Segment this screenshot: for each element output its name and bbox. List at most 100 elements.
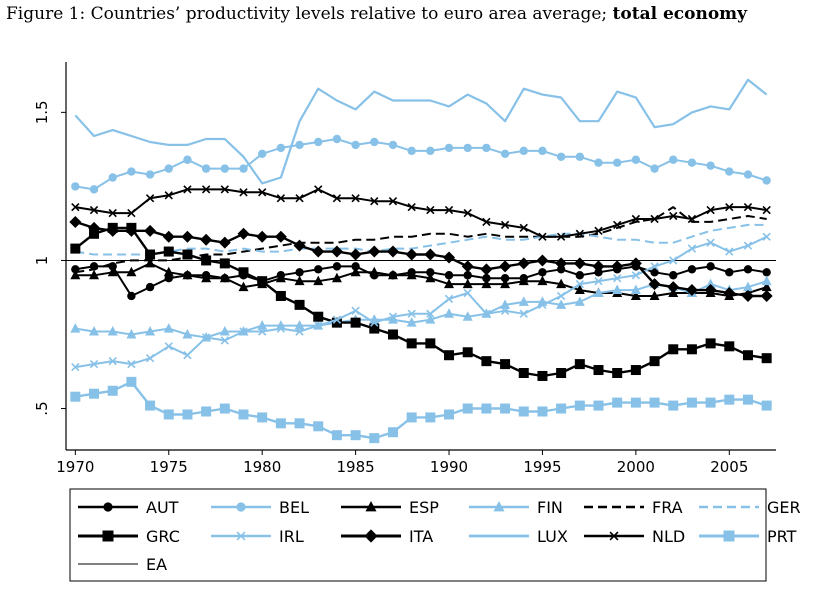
point-grc-1974 — [145, 249, 156, 260]
point-fin-1998 — [593, 287, 604, 298]
point-bel-1986 — [370, 137, 379, 147]
point-grc-1989 — [425, 338, 436, 349]
point-nld-2002 — [669, 211, 678, 221]
point-esp-1991 — [462, 278, 473, 289]
point-esp-1973 — [126, 266, 137, 277]
point-ita-1973 — [125, 224, 138, 237]
point-nld-1984 — [332, 194, 342, 203]
point-ita-1994 — [517, 257, 530, 270]
series-nld — [71, 185, 771, 241]
series-bel — [71, 134, 771, 194]
point-ita-1998 — [592, 260, 605, 273]
legend-item-irl: IRL — [211, 527, 304, 546]
point-aut-2003 — [687, 265, 697, 274]
point-esp-1996 — [556, 278, 567, 289]
legend-item-aut: AUT — [78, 498, 179, 517]
legend-item-fin: FIN — [469, 498, 563, 517]
point-nld-2003 — [687, 214, 697, 224]
point-bel-2002 — [669, 155, 678, 164]
series-esp — [70, 257, 772, 300]
point-nld-1976 — [183, 185, 192, 194]
point-prt-2006 — [742, 394, 753, 405]
point-irl-1992 — [482, 309, 491, 318]
point-bel-2004 — [706, 161, 715, 170]
point-nld-1998 — [594, 226, 603, 235]
point-ita-1996 — [555, 257, 568, 270]
point-aut-1989 — [426, 268, 435, 277]
point-bel-2005 — [725, 167, 734, 176]
point-esp-1972 — [107, 266, 118, 277]
point-irl-1987 — [388, 312, 398, 321]
point-prt-1980 — [257, 412, 268, 423]
point-prt-1998 — [593, 400, 604, 411]
point-bel-2006 — [743, 170, 753, 179]
point-aut-2005 — [725, 268, 734, 277]
point-grc-2005 — [724, 341, 735, 352]
point-bel-1985 — [351, 140, 360, 150]
point-bel-1989 — [426, 146, 435, 156]
point-grc-1992 — [481, 356, 492, 367]
point-aut-1973 — [127, 291, 136, 301]
point-grc-2006 — [742, 350, 753, 361]
legend-box — [69, 488, 767, 582]
point-prt-1987 — [387, 427, 398, 438]
point-aut-1993 — [500, 274, 510, 283]
y-tick-label-.5: .5 — [33, 401, 51, 415]
point-grc-2007 — [761, 353, 772, 364]
point-bel-1980 — [257, 149, 267, 159]
point-grc-1985 — [350, 317, 361, 328]
point-nld-1971 — [89, 205, 99, 215]
legend-item-ger: GER — [699, 498, 801, 517]
point-nld-2000 — [631, 214, 641, 224]
point-aut-1995 — [538, 268, 547, 277]
point-esp-1993 — [500, 278, 511, 289]
legend-label-irl: IRL — [279, 527, 304, 546]
point-prt-1995 — [537, 406, 548, 417]
legend-item-lux: LUX — [469, 527, 568, 546]
point-ita-1990 — [443, 251, 456, 264]
point-prt-1975 — [163, 409, 174, 420]
point-ita-1970 — [69, 215, 82, 228]
point-esp-2001 — [649, 290, 660, 300]
point-esp-1995 — [537, 275, 548, 286]
point-ita-1986 — [368, 245, 381, 258]
point-prt-2004 — [705, 397, 716, 408]
point-prt-1999 — [612, 397, 623, 408]
point-prt-1981 — [275, 418, 286, 429]
point-grc-2003 — [686, 344, 697, 355]
point-nld-1972 — [108, 208, 117, 218]
legend-marker-prt — [723, 530, 735, 542]
point-irl-2003 — [687, 244, 697, 253]
point-ita-1982 — [293, 239, 306, 252]
y-tick-label-1: 1 — [33, 256, 51, 266]
point-ita-2004 — [704, 284, 717, 297]
point-irl-1983 — [314, 321, 323, 330]
point-ita-1983 — [312, 245, 325, 258]
point-nld-1981 — [276, 194, 286, 203]
point-fin-1981 — [275, 320, 286, 330]
legend-marker-aut — [103, 502, 113, 512]
point-grc-2000 — [630, 365, 641, 376]
point-prt-1979 — [238, 409, 249, 420]
x-tick-label-2005: 2005 — [710, 458, 748, 476]
point-prt-1992 — [481, 403, 492, 414]
point-irl-1982 — [295, 327, 304, 336]
legend-label-bel: BEL — [279, 498, 309, 517]
series-line-lux — [74, 78, 768, 185]
point-bel-1987 — [388, 140, 398, 150]
legend-label-aut: AUT — [146, 498, 179, 517]
point-nld-1977 — [201, 185, 211, 194]
legend-item-ita: ITA — [341, 527, 433, 546]
legend: AUT BEL ESP FIN FRA GER GRC IRL ITA LUX NLD PRT EA — [69, 488, 801, 582]
legend-item-fra: FRA — [584, 498, 683, 517]
point-bel-2007 — [762, 176, 771, 185]
legend-label-ea: EA — [146, 555, 167, 574]
point-ita-1997 — [573, 257, 586, 270]
point-ita-1987 — [386, 245, 399, 258]
point-prt-2003 — [686, 397, 697, 408]
point-bel-1999 — [612, 158, 622, 167]
point-esp-1986 — [369, 266, 380, 277]
point-fin-1978 — [219, 326, 230, 336]
x-tick-label-2000: 2000 — [617, 458, 655, 476]
point-irl-1986 — [370, 318, 379, 327]
